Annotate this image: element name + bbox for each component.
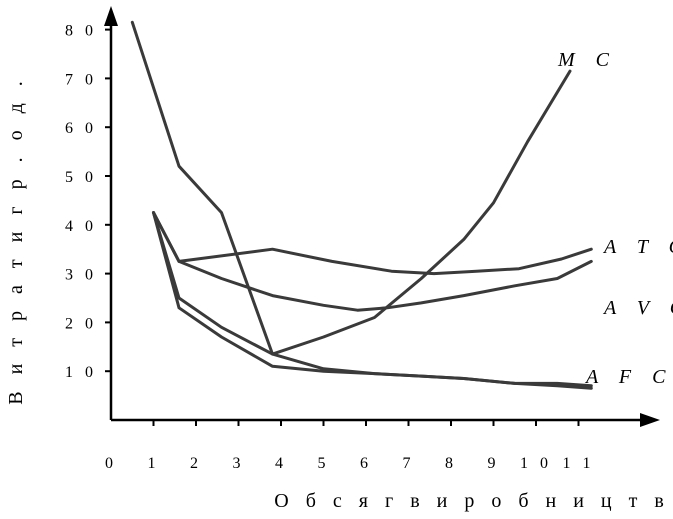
y-axis-arrow: [104, 6, 118, 26]
y-tick-label: 8 0: [65, 23, 97, 40]
y-tick-label: 6 0: [65, 120, 97, 137]
y-tick-label: 1 0: [65, 364, 97, 381]
avc-curve: [152, 211, 593, 312]
x-tick-label: 0: [105, 455, 117, 472]
x-tick-label: 4: [275, 455, 287, 472]
mc-lower-curve: [152, 211, 593, 388]
series-labels: M C A T C A V C A F C: [557, 49, 673, 388]
x-axis-title: О б с я г в и р о б н и ц т в а: [274, 490, 673, 512]
x-tick-label: 3: [233, 455, 245, 472]
axes: [104, 6, 660, 427]
x-axis-arrow: [640, 413, 660, 427]
x-tick-label: 7: [403, 455, 415, 472]
mc-curve: [130, 20, 572, 356]
y-tick-label: 5 0: [65, 169, 97, 186]
afc-curve: [152, 211, 593, 390]
x-tick-label: 1 0: [520, 455, 552, 472]
x-ticks: 0 1 2 3 4 5 6 7 8 9 1 0 1 1: [105, 420, 595, 472]
avc-label: A V C: [602, 297, 673, 319]
afc-label: A F C: [584, 366, 673, 388]
mc-label: M C: [557, 49, 617, 71]
y-tick-label: 7 0: [65, 71, 97, 88]
curves: [130, 20, 593, 390]
y-axis-title: В и т р а т и г р . о д .: [5, 75, 27, 404]
y-tick-label: 4 0: [65, 218, 97, 235]
atc-label: A T C: [602, 236, 673, 258]
x-tick-label: 5: [318, 455, 330, 472]
x-tick-label: 1: [148, 455, 160, 472]
y-tick-label: 3 0: [65, 267, 97, 284]
y-ticks: 1 0 2 0 3 0 4 0 5 0 6 0 7 0 8 0: [65, 23, 111, 381]
x-tick-label: 6: [360, 455, 372, 472]
x-tick-label: 9: [488, 455, 500, 472]
x-tick-label: 8: [445, 455, 457, 472]
x-tick-label: 2: [190, 455, 202, 472]
atc-curve: [152, 211, 593, 276]
x-tick-label: 1 1: [563, 455, 595, 472]
y-tick-label: 2 0: [65, 315, 97, 332]
